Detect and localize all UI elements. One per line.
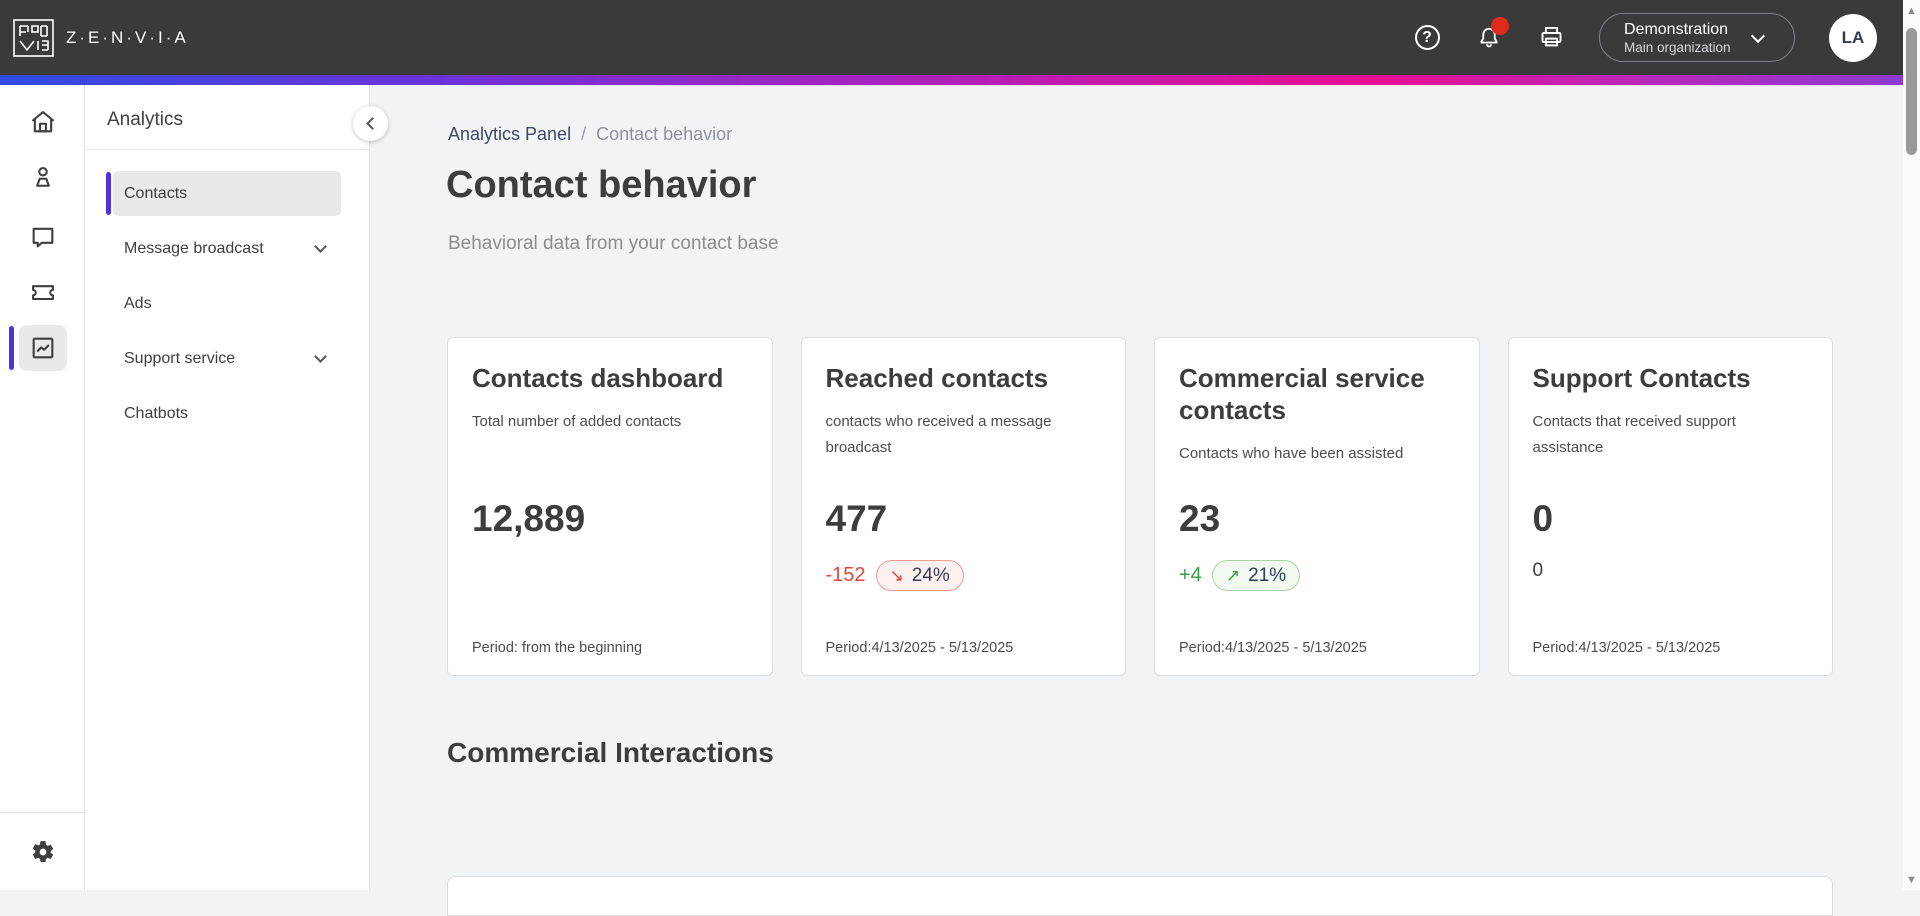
- rail-divider: [0, 812, 85, 813]
- card-value: 0: [1532, 498, 1554, 539]
- organization-name: Demonstration: [1624, 20, 1729, 38]
- trend-down-icon: ↘: [889, 565, 904, 585]
- trend-percent: 21%: [1248, 564, 1287, 586]
- breadcrumb-separator: /: [581, 124, 587, 144]
- menu-item-support-service[interactable]: Support service: [113, 336, 341, 381]
- menu-item-label: Support service: [124, 349, 236, 367]
- chat-bubble-icon: [32, 227, 53, 248]
- zenvia-logo-icon: [13, 18, 54, 57]
- menu-item-label: Contacts: [124, 184, 188, 202]
- card-title: Contacts dashboard: [472, 363, 724, 393]
- kpi-cards-row: Contacts dashboard Total number of added…: [447, 337, 1833, 676]
- card-title: Reached contacts: [825, 363, 1049, 393]
- card-period: Period:4/13/2025 - 5/13/2025: [1179, 640, 1367, 656]
- active-item-accent-bar: [106, 172, 111, 215]
- analytics-submenu-panel: Analytics Contacts Message broadcast Ads…: [85, 85, 370, 890]
- help-icon: ?: [1414, 25, 1440, 50]
- scrollbar-thumb[interactable]: [1906, 28, 1917, 155]
- breadcrumb-current: Contact behavior: [596, 124, 733, 144]
- card-title: Support Contacts: [1532, 363, 1751, 393]
- zenvia-brand[interactable]: Z·E·N·V·I·A: [13, 18, 189, 57]
- notifications-button[interactable]: [1475, 16, 1509, 52]
- card-value: 477: [825, 498, 888, 539]
- trend-badge: ↗ 21%: [1211, 560, 1301, 591]
- active-item-accent-bar: [9, 326, 14, 370]
- scrollbar-up-arrow[interactable]: ▲: [1906, 5, 1917, 17]
- chevron-left-icon: [365, 117, 379, 130]
- card-period: Period:4/13/2025 - 5/13/2025: [825, 640, 1014, 656]
- menu-item-label: Ads: [124, 294, 152, 312]
- card-description: Total number of added contacts: [472, 413, 682, 430]
- sidebar-item-conversations[interactable]: [0, 214, 85, 260]
- chevron-down-icon: [314, 350, 327, 363]
- user-avatar[interactable]: LA: [1829, 13, 1877, 62]
- card-value: 23: [1179, 498, 1221, 539]
- printer-icon: [1541, 26, 1561, 47]
- page-subtitle: Behavioral data from your contact base: [448, 233, 779, 254]
- scrollbar-down-arrow[interactable]: ▼: [1906, 874, 1917, 886]
- sidebar-item-tickets[interactable]: [0, 269, 85, 315]
- sidebar-item-contacts[interactable]: [0, 154, 85, 200]
- card-value: 12,889: [472, 498, 586, 539]
- organization-switcher[interactable]: Demonstration Main organization: [1599, 13, 1795, 62]
- menu-item-ads[interactable]: Ads: [113, 281, 341, 326]
- section-title-commercial-interactions: Commercial Interactions: [447, 737, 774, 768]
- card-support-contacts: Support Contacts Contacts that received …: [1507, 337, 1833, 676]
- organization-subtitle: Main organization: [1624, 39, 1731, 55]
- trend-badge: ↘ 24%: [875, 560, 964, 591]
- card-contacts-dashboard: Contacts dashboard Total number of added…: [447, 337, 773, 676]
- commercial-interactions-card-partial: [447, 876, 1833, 916]
- menu-item-chatbots[interactable]: Chatbots: [113, 391, 341, 436]
- card-period: Period:4/13/2025 - 5/13/2025: [1532, 640, 1721, 656]
- collapse-panel-button[interactable]: [353, 106, 388, 141]
- page-scrollbar[interactable]: ▲ ▼: [1903, 0, 1920, 890]
- print-button[interactable]: [1537, 24, 1565, 52]
- help-button[interactable]: ?: [1413, 24, 1441, 52]
- panel-title: Analytics: [107, 109, 184, 130]
- main-content: Analytics Panel / Contact behavior Conta…: [370, 85, 1903, 916]
- menu-item-contacts[interactable]: Contacts: [113, 171, 341, 216]
- ticket-icon: [31, 285, 54, 301]
- card-period: Period: from the beginning: [472, 640, 643, 656]
- card-title: Commercial service contacts: [1179, 363, 1425, 425]
- brand-gradient-bar: [0, 75, 1903, 85]
- contact-person-icon: [35, 166, 50, 187]
- notification-badge-dot: [1491, 16, 1509, 35]
- card-reached-contacts: Reached contacts contacts who received a…: [800, 337, 1126, 676]
- card-description: contacts who received a message broadcas…: [825, 413, 1052, 456]
- menu-item-message-broadcast[interactable]: Message broadcast: [113, 226, 341, 271]
- card-commercial-service-contacts: Commercial service contacts Contacts who…: [1154, 337, 1480, 676]
- sidebar-item-home[interactable]: [0, 99, 85, 145]
- card-description: Contacts that received support assistanc…: [1532, 413, 1736, 456]
- breadcrumb: Analytics Panel / Contact behavior: [448, 124, 732, 145]
- chevron-down-icon: [1750, 28, 1765, 43]
- card-description: Contacts who have been assisted: [1179, 445, 1404, 462]
- menu-item-label: Chatbots: [124, 404, 189, 422]
- trend-up-icon: ↗: [1225, 565, 1241, 585]
- delta-value: 0: [1532, 560, 1544, 581]
- chevron-down-icon: [314, 240, 327, 253]
- trend-percent: 24%: [911, 564, 950, 586]
- line-chart-icon: [32, 337, 53, 359]
- delta-value: +4: [1179, 564, 1202, 586]
- icon-rail-sidebar: [0, 85, 85, 890]
- menu-item-label: Message broadcast: [124, 239, 264, 257]
- sidebar-item-settings[interactable]: [0, 829, 85, 875]
- page-title: Contact behavior: [446, 164, 757, 206]
- delta-value: -152: [825, 564, 866, 586]
- brand-wordmark: Z·E·N·V·I·A: [66, 27, 189, 47]
- breadcrumb-analytics-panel[interactable]: Analytics Panel: [448, 124, 572, 144]
- topbar: Z·E·N·V·I·A ? Demonstration Main organiz…: [0, 0, 1903, 75]
- gear-icon: [32, 841, 53, 862]
- panel-divider: [85, 149, 369, 150]
- sidebar-item-analytics-active[interactable]: [0, 325, 85, 371]
- home-icon: [31, 111, 54, 133]
